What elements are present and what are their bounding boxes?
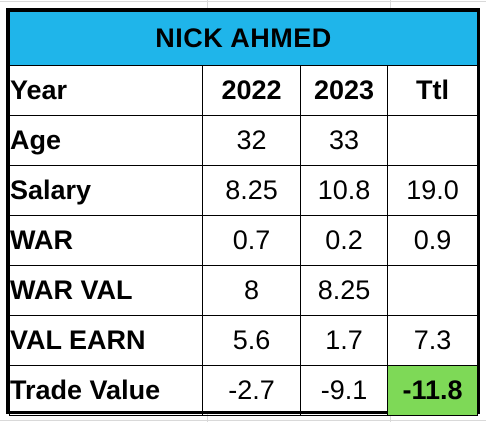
player-name-title[interactable]: NICK AHMED	[9, 11, 478, 66]
row-label[interactable]: VAL EARN	[9, 315, 203, 366]
cell-2023[interactable]: -9.1	[300, 365, 388, 416]
table-row-trade-value: Trade Value -2.7 -9.1 -11.8	[9, 365, 478, 416]
cell-2022[interactable]: 5.6	[202, 315, 301, 366]
header-year-label[interactable]: Year	[9, 65, 203, 116]
cell-2022[interactable]: 0.7	[202, 215, 301, 266]
header-2023[interactable]: 2023	[300, 65, 388, 116]
table-row-val-earn: VAL EARN 5.6 1.7 7.3	[9, 315, 478, 366]
header-total[interactable]: Ttl	[387, 65, 478, 116]
player-trade-value-table: NICK AHMED Year 2022 2023 Ttl Age 32 33 …	[6, 8, 480, 416]
cell-2023[interactable]: 0.2	[300, 215, 388, 266]
table-row-war: WAR 0.7 0.2 0.9	[9, 215, 478, 266]
table-row-age: Age 32 33	[9, 115, 478, 166]
cell-total-highlighted[interactable]: -11.8	[387, 365, 478, 416]
cell-2023[interactable]: 8.25	[300, 265, 388, 316]
row-label[interactable]: Trade Value	[9, 365, 203, 416]
cell-total[interactable]	[387, 265, 478, 316]
cell-2023[interactable]: 1.7	[300, 315, 388, 366]
cell-total[interactable]	[387, 115, 478, 166]
row-label[interactable]: WAR	[9, 215, 203, 266]
cell-2022[interactable]: 8.25	[202, 165, 301, 216]
table-row-war-val: WAR VAL 8 8.25	[9, 265, 478, 316]
table-row-salary: Salary 8.25 10.8 19.0	[9, 165, 478, 216]
title-row: NICK AHMED	[9, 11, 478, 66]
cell-2023[interactable]: 33	[300, 115, 388, 166]
cell-2022[interactable]: 8	[202, 265, 301, 316]
header-2022[interactable]: 2022	[202, 65, 301, 116]
cell-2023[interactable]: 10.8	[300, 165, 388, 216]
header-row: Year 2022 2023 Ttl	[9, 65, 478, 116]
cell-2022[interactable]: -2.7	[202, 365, 301, 416]
row-label[interactable]: Salary	[9, 165, 203, 216]
cell-total[interactable]: 7.3	[387, 315, 478, 366]
cell-total[interactable]: 0.9	[387, 215, 478, 266]
stats-table: NICK AHMED Year 2022 2023 Ttl Age 32 33 …	[9, 11, 478, 416]
row-label[interactable]: WAR VAL	[9, 265, 203, 316]
row-label[interactable]: Age	[9, 115, 203, 166]
cell-total[interactable]: 19.0	[387, 165, 478, 216]
cell-2022[interactable]: 32	[202, 115, 301, 166]
